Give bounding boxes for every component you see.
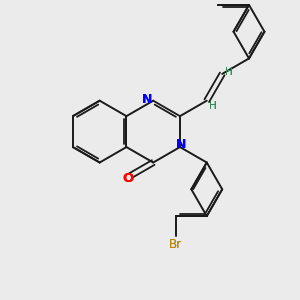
Text: Br: Br [169, 238, 182, 251]
Text: N: N [142, 93, 152, 106]
Text: N: N [176, 138, 187, 151]
Text: O: O [122, 172, 134, 184]
Text: H: H [225, 68, 232, 77]
Text: H: H [209, 101, 217, 111]
Text: N: N [142, 93, 152, 106]
Text: Br: Br [169, 238, 182, 251]
Text: H: H [225, 68, 232, 77]
Text: O: O [122, 172, 134, 184]
Text: N: N [176, 138, 187, 151]
Text: H: H [209, 101, 217, 111]
